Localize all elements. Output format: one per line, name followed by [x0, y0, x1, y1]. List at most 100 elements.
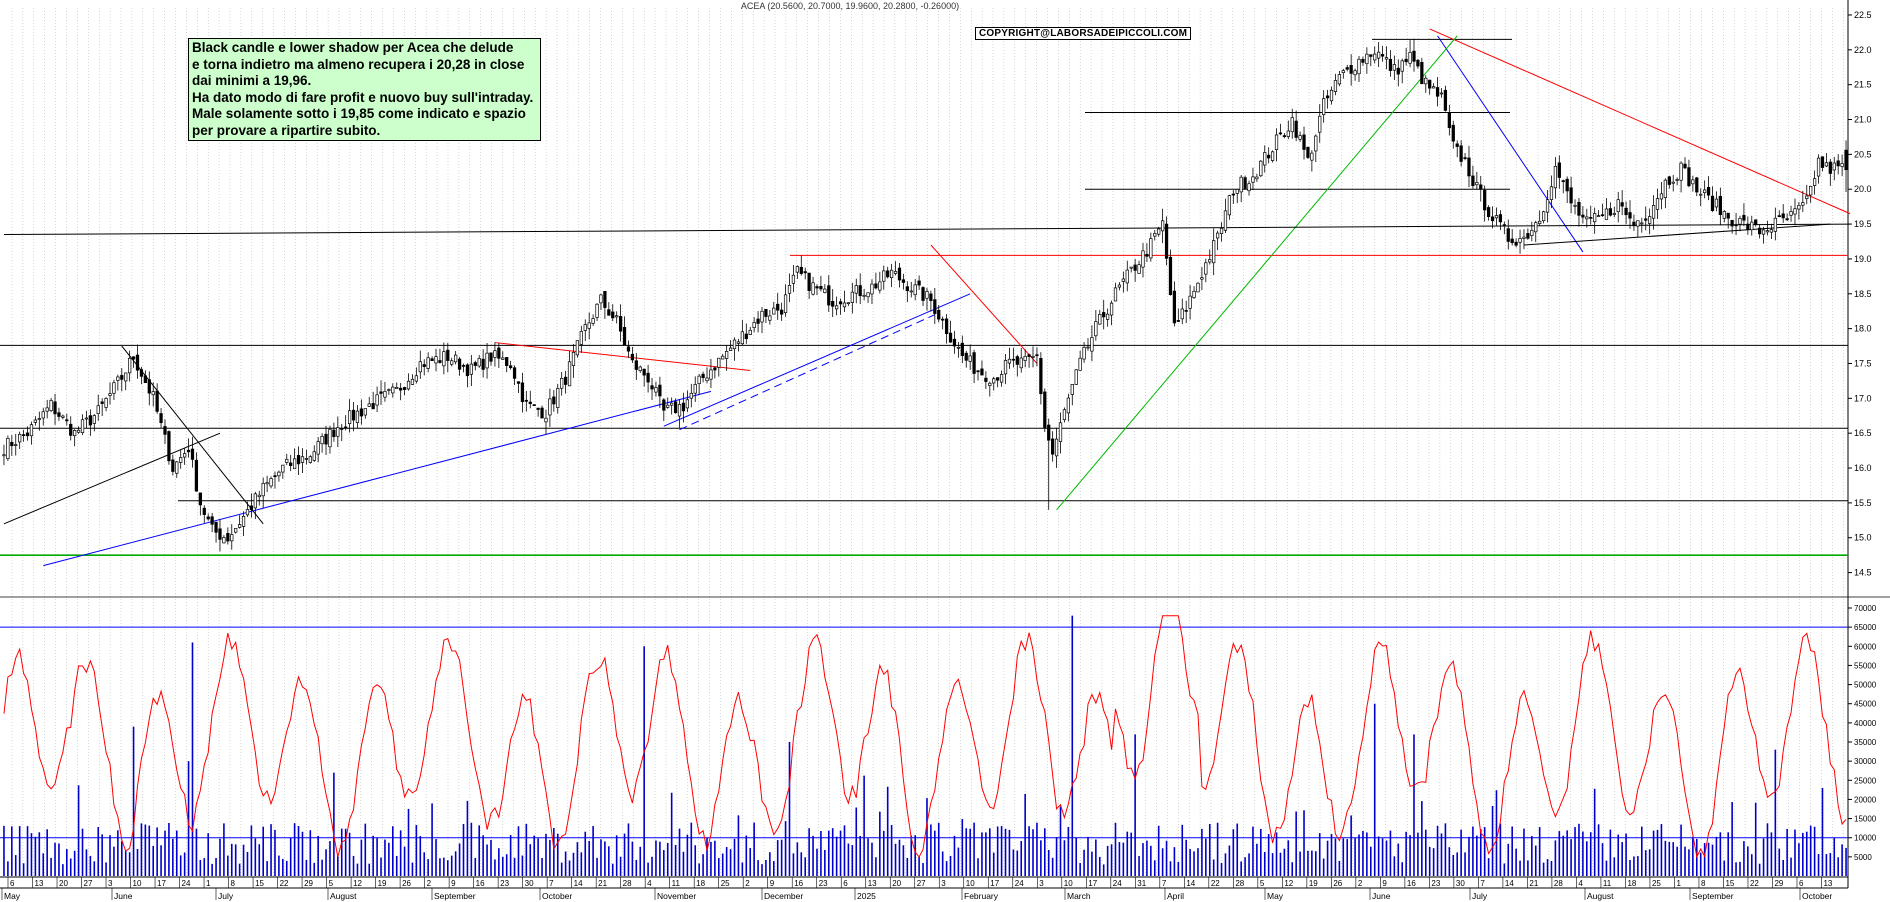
candle-body: [1435, 87, 1440, 97]
month-label: April: [1167, 891, 1184, 901]
candle-body: [520, 382, 525, 403]
candle-body: [418, 361, 422, 373]
candle-body: [1294, 120, 1298, 138]
y-tick-label: 17.5: [1854, 358, 1872, 368]
y-tick-label: 20.5: [1854, 149, 1872, 159]
candle-body: [556, 388, 560, 408]
candle-body: [1812, 178, 1817, 186]
day-tick-label: 28: [623, 879, 632, 888]
candle-body: [1373, 53, 1377, 61]
candle-body: [1227, 195, 1232, 216]
candle-body: [893, 271, 898, 274]
candle-body: [1200, 277, 1204, 280]
trend-line-red: [1429, 28, 1851, 215]
candle-body: [84, 417, 89, 420]
candle-body: [886, 270, 890, 278]
day-tick-label: 9: [770, 879, 775, 888]
candle-body: [414, 375, 418, 382]
candle-body: [183, 453, 187, 458]
candle-body: [1557, 162, 1561, 178]
candle-body: [870, 283, 874, 295]
candle-body: [1117, 284, 1122, 288]
candle-body: [1322, 98, 1326, 116]
day-tick-label: 13: [868, 879, 877, 888]
volume-tick-label: 5000: [1854, 853, 1872, 862]
candle-body: [764, 308, 768, 317]
candle-body: [1424, 77, 1428, 85]
y-tick-label: 21.0: [1854, 115, 1872, 125]
candle-body: [1400, 60, 1404, 72]
candle-body: [387, 389, 391, 391]
candle-body: [548, 398, 552, 416]
candle-body: [1439, 92, 1444, 95]
candle-body: [277, 471, 281, 477]
candle-body: [285, 458, 289, 463]
candle-body: [1054, 438, 1059, 457]
candle-body: [237, 524, 242, 528]
day-tick-label: 24: [182, 879, 191, 888]
day-tick-label: 28: [1235, 879, 1244, 888]
candle-body: [524, 399, 528, 402]
candle-body: [292, 458, 297, 470]
candle-body: [1761, 229, 1766, 235]
analysis-note: Black candle e lower shadow per Acea che…: [188, 38, 541, 141]
candle-body: [1235, 189, 1239, 194]
candle-body: [300, 456, 305, 463]
day-tick-label: 6: [843, 879, 848, 888]
candle-body: [61, 415, 65, 418]
candle-body: [131, 356, 136, 360]
candle-body: [1593, 213, 1597, 223]
month-label: October: [542, 891, 572, 901]
candle-body: [1215, 232, 1220, 239]
note-line-1: Black candle e lower shadow per Acea che…: [192, 40, 514, 55]
candle-body: [1561, 180, 1565, 182]
candle-body: [410, 378, 415, 385]
day-tick-label: 7: [1480, 879, 1485, 888]
candle-body: [866, 292, 870, 298]
y-tick-label: 14.5: [1854, 568, 1872, 578]
candle-body: [1113, 287, 1118, 302]
candle-body: [646, 372, 650, 383]
candle-body: [1758, 227, 1762, 235]
candle-body: [1035, 354, 1039, 357]
day-tick-label: 10: [1064, 879, 1073, 888]
candle-body: [611, 311, 615, 319]
candle-body: [1263, 152, 1267, 166]
candle-body: [1094, 321, 1098, 337]
candle-body: [1259, 160, 1263, 177]
candle-body: [1600, 214, 1605, 217]
candle-body: [1160, 220, 1165, 232]
day-tick-label: 18: [696, 879, 705, 888]
candle-body: [218, 528, 222, 540]
candle-body: [1428, 79, 1432, 89]
candle-body: [681, 402, 686, 412]
candle-body: [116, 376, 120, 381]
candle-body: [446, 349, 450, 361]
candle-body: [438, 360, 442, 363]
candle-body: [1153, 233, 1157, 237]
candle-body: [151, 391, 155, 396]
day-tick-label: 1: [1676, 879, 1681, 888]
candle-body: [399, 387, 403, 391]
candle-body: [1836, 160, 1840, 167]
candle-body: [53, 401, 57, 415]
candle-body: [69, 423, 73, 436]
candle-body: [1722, 211, 1726, 219]
candle-body: [768, 315, 772, 321]
candle-body: [1070, 384, 1074, 395]
candle-body: [49, 400, 53, 412]
candle-body: [1734, 224, 1738, 227]
candle-body: [167, 431, 171, 462]
candle-body: [1824, 162, 1829, 167]
day-tick-label: 2: [745, 879, 750, 888]
y-tick-label: 20.0: [1854, 184, 1872, 194]
candle-body: [1596, 215, 1601, 217]
candle-body: [850, 291, 854, 303]
candle-body: [76, 429, 81, 433]
candle-body: [512, 367, 517, 379]
candle-body: [485, 352, 489, 369]
candle-body: [933, 299, 937, 314]
candle-body: [1738, 218, 1742, 225]
candle-body: [383, 390, 387, 398]
candle-body: [1019, 357, 1023, 369]
